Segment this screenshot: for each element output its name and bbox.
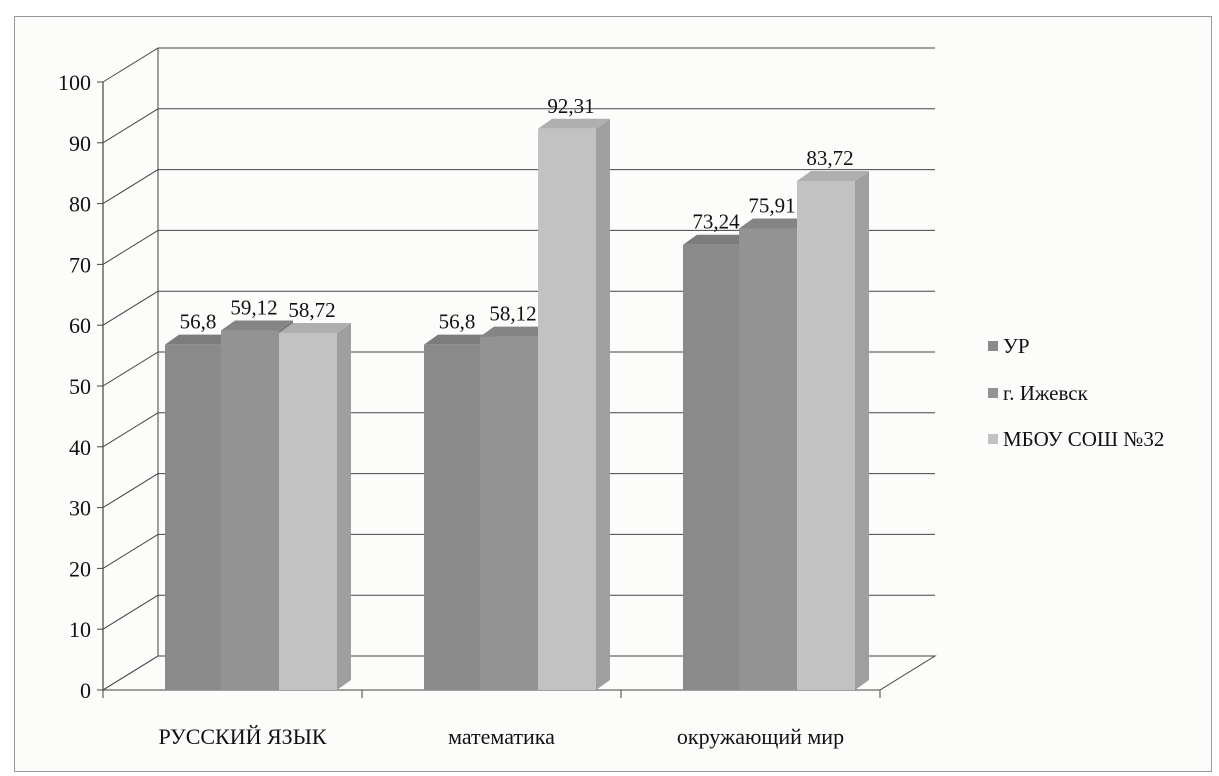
data-label: 58,72 — [288, 298, 335, 322]
gridline-diagonal — [102, 169, 159, 205]
data-label: 56,8 — [180, 310, 217, 334]
bar-top-1 — [480, 326, 552, 337]
bar-side-2 — [855, 170, 869, 690]
bar-side-2 — [596, 118, 610, 691]
legend-entry: г. Ижевск — [1003, 381, 1089, 405]
gridline-diagonal — [102, 351, 159, 387]
x-tick-label: РУССКИЙ ЯЗЫК — [158, 724, 326, 749]
y-tick-label: 80 — [69, 192, 91, 217]
bar-top-1 — [221, 320, 293, 331]
y-tick-label: 30 — [69, 496, 91, 521]
legend-swatch — [988, 434, 998, 444]
y-tick-label: 90 — [69, 131, 91, 156]
data-label: 59,12 — [230, 296, 277, 320]
gridline-diagonal — [102, 47, 159, 83]
bar-top-0 — [165, 334, 237, 345]
x-tick-label: математика — [448, 724, 555, 749]
bar — [538, 128, 596, 691]
bar — [165, 344, 223, 690]
bar-top-0 — [683, 234, 755, 245]
bar — [279, 332, 337, 690]
data-label: 56,8 — [439, 310, 476, 334]
data-label: 58,12 — [489, 302, 536, 326]
bar-top-1 — [739, 218, 811, 229]
y-tick-label: 100 — [58, 70, 91, 95]
bar-side-2 — [337, 322, 351, 690]
gridline-diagonal — [102, 473, 159, 509]
y-tick-label: 70 — [69, 252, 91, 277]
y-tick-label: 50 — [69, 374, 91, 399]
gridline-diagonal — [102, 108, 159, 144]
bar-top-0 — [424, 334, 496, 345]
gridline-diagonal — [102, 412, 159, 448]
y-tick-label: 60 — [69, 313, 91, 338]
bar — [480, 336, 538, 690]
data-label: 92,31 — [547, 94, 594, 118]
bar — [739, 228, 797, 690]
bar-top-2 — [797, 170, 869, 181]
y-tick-label: 20 — [69, 556, 91, 581]
data-label: 75,91 — [748, 193, 795, 217]
gridline-diagonal — [102, 533, 159, 569]
bar-top-2 — [538, 118, 610, 129]
gridline-diagonal — [102, 229, 159, 265]
data-label: 73,24 — [692, 210, 740, 234]
data-label: 83,72 — [806, 146, 853, 170]
bar-top-2 — [279, 322, 351, 333]
x-tick-label: окружающий мир — [677, 724, 844, 749]
legend-entry: УР — [1003, 334, 1030, 358]
gridline-diagonal — [102, 290, 159, 326]
bar — [424, 344, 482, 690]
bar — [797, 180, 855, 690]
y-tick-label: 40 — [69, 435, 91, 460]
legend-swatch — [988, 341, 998, 351]
y-tick-label: 10 — [69, 617, 91, 642]
y-tick-label: 0 — [80, 678, 91, 703]
bar — [221, 330, 279, 690]
gridline-diagonal — [102, 594, 159, 630]
legend-swatch — [988, 388, 998, 398]
bar — [683, 244, 741, 690]
legend-entry: МБОУ СОШ №32 — [1003, 427, 1164, 451]
